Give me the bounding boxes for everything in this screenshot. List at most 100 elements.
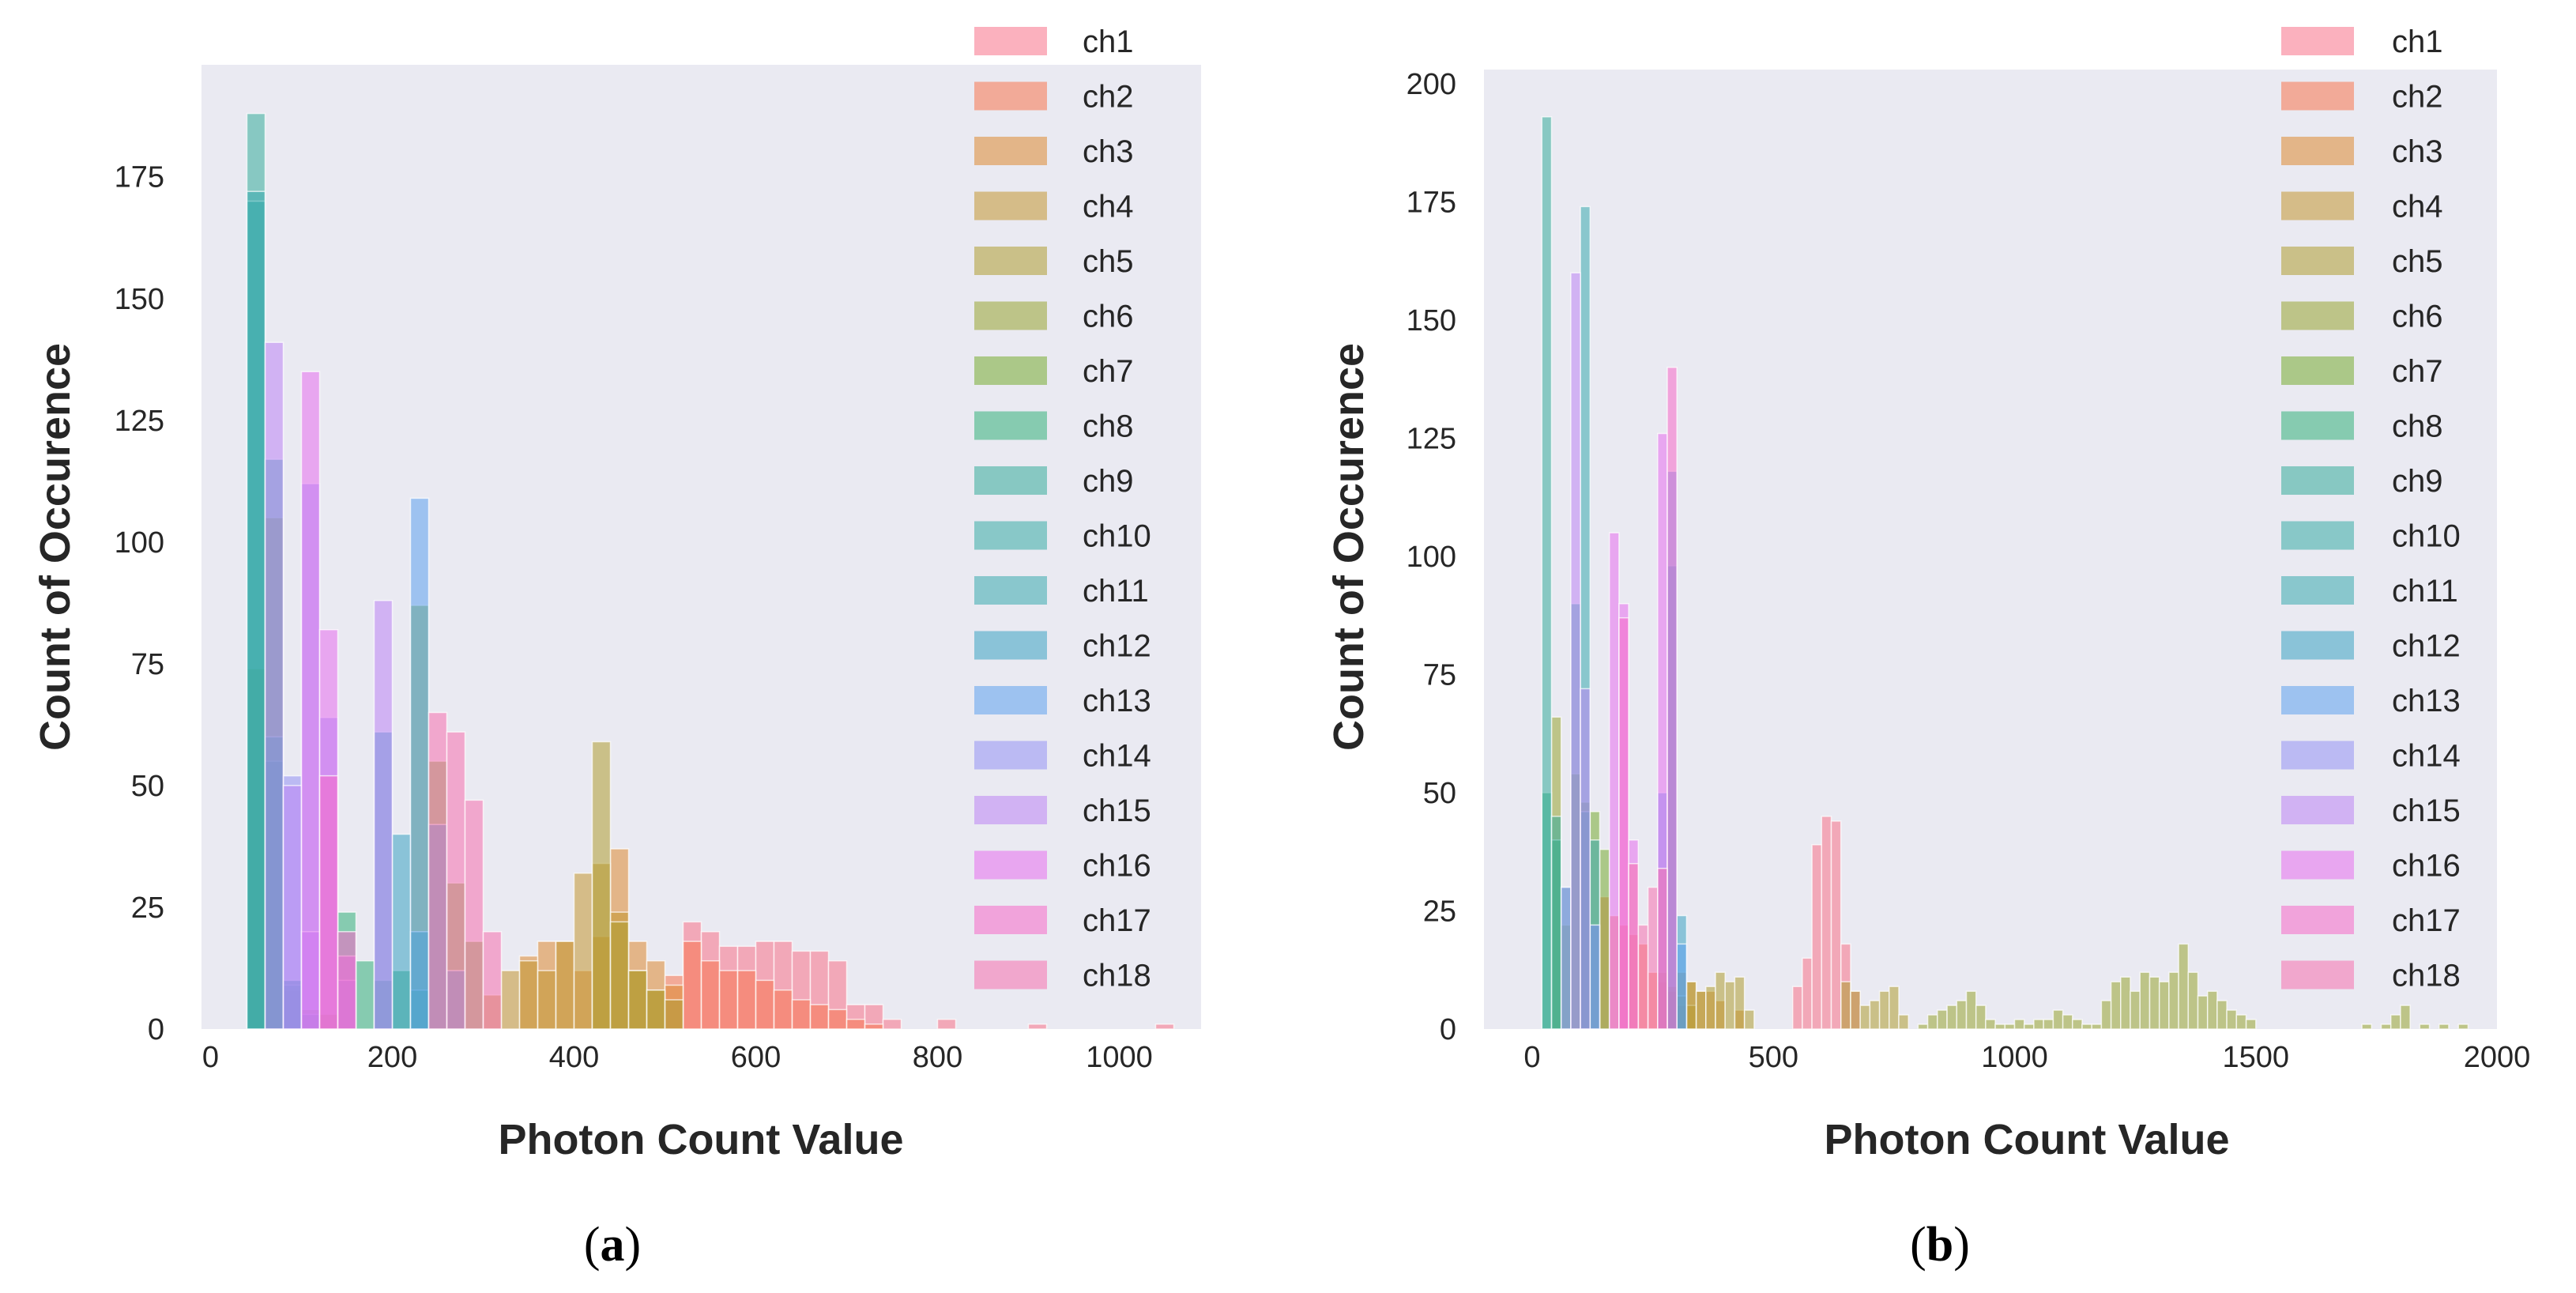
y-tick-label: 0	[148, 1013, 164, 1046]
bar-ch1-12	[936, 1018, 957, 1030]
bar-ch12-1	[391, 833, 412, 1030]
bar-ch5-13	[1898, 1014, 1909, 1030]
chart-panel-a: 0 200 400 600 800 1000 0 25 50 75 100 125 150 175 Ph…	[32, 25, 1201, 1272]
bar-ch6-39	[2390, 1014, 2401, 1030]
legend-label-ch2: ch2	[1083, 80, 1134, 115]
y-tick-label: 0	[1440, 1013, 1456, 1046]
bar-ch6-23	[2120, 976, 2131, 1030]
bar-ch4-1	[500, 970, 521, 1030]
bar-ch14-0	[1560, 886, 1572, 1030]
bar-ch5-3	[646, 989, 666, 1030]
y-tick-label: 50	[1423, 777, 1456, 810]
bar-ch13-2	[1676, 943, 1688, 1030]
bar-ch15-1	[1580, 688, 1591, 1030]
legend-label-ch11: ch11	[1083, 574, 1149, 609]
bar-ch6-38	[2380, 1023, 2392, 1030]
bar-ch6-17	[2062, 1014, 2073, 1030]
bar-ch17-1	[1666, 367, 1678, 1030]
legend-label-ch17: ch17	[1083, 903, 1151, 938]
x-tick-label: 0	[1523, 1041, 1540, 1074]
legend-label-ch10: ch10	[1083, 519, 1151, 554]
y-tick-label: 175	[1407, 186, 1456, 219]
legend-label-ch18: ch18	[2392, 959, 2461, 993]
legend-swatch-ch7	[2281, 356, 2354, 385]
legend-label-ch10: ch10	[2392, 519, 2461, 554]
bar-ch18-3	[482, 931, 503, 1030]
bar-ch6-41	[2419, 1023, 2431, 1030]
bar-ch5-0	[1685, 981, 1697, 1030]
bar-ch6-37	[2361, 1023, 2373, 1030]
bar-ch6-25	[2139, 971, 2151, 1030]
bar-ch6-34	[2226, 1009, 2238, 1030]
legend-label-ch17: ch17	[2392, 903, 2461, 938]
bar-ch18-0	[427, 711, 448, 1030]
y-tick-label: 200	[1407, 68, 1456, 101]
legend-label-ch16: ch16	[1083, 849, 1151, 884]
x-tick-label: 1000	[1981, 1041, 2048, 1074]
legend-label-ch7: ch7	[1083, 354, 1134, 389]
legend-swatch-ch4	[974, 191, 1047, 221]
legend-label-ch11: ch11	[2392, 574, 2458, 609]
bar-ch2-7	[791, 999, 812, 1030]
legend-swatch-ch5	[974, 247, 1047, 275]
caption-a: (a)	[584, 1218, 641, 1272]
legend-swatch-ch8	[2281, 411, 2354, 440]
legend-swatch-ch10	[2281, 521, 2354, 550]
legend-swatch-ch6	[2281, 301, 2354, 330]
bar-ch6-26	[2149, 976, 2160, 1030]
x-tick-label: 2000	[2464, 1041, 2531, 1074]
bar-ch6-42	[2438, 1023, 2450, 1030]
bar-ch11-0	[246, 190, 266, 1030]
y-axis-ticks-b: 0 25 50 75 100 125 150 175 200	[1407, 68, 1456, 1046]
legend-label-ch12: ch12	[2392, 629, 2461, 664]
legend-swatch-ch8	[974, 411, 1047, 440]
bar-ch18-3	[1657, 867, 1668, 1030]
bar-ch5-11	[1878, 990, 1890, 1030]
x-tick-label: 1500	[2223, 1041, 2290, 1074]
legend-label-ch6: ch6	[2392, 300, 2443, 334]
bar-ch4-2	[518, 959, 539, 1030]
x-tick-label: 600	[731, 1041, 781, 1074]
y-tick-label: 150	[115, 283, 164, 316]
legend-swatch-ch2	[2281, 81, 2354, 111]
y-tick-label: 25	[1423, 895, 1456, 929]
legend-swatch-ch16	[2281, 850, 2354, 880]
legend-label-ch15: ch15	[1083, 794, 1151, 828]
bar-ch8-1	[355, 959, 375, 1030]
legend-label-ch4: ch4	[2392, 190, 2443, 224]
legend-label-ch9: ch9	[1083, 464, 1134, 499]
legend-swatch-ch7	[974, 356, 1047, 385]
bar-ch6-13	[2023, 1023, 2035, 1030]
bar-ch9-0	[1541, 116, 1553, 1030]
bar-ch18-1	[1637, 924, 1649, 1030]
x-axis-ticks-a: 0 200 400 600 800 1000	[202, 1041, 1153, 1074]
bar-ch6-6	[1956, 1000, 1968, 1030]
legend-swatch-ch12	[2281, 631, 2354, 660]
bar-ch1-1	[1802, 957, 1813, 1030]
legend-label-ch7: ch7	[2392, 354, 2443, 389]
bar-ch6-10	[1994, 1023, 2006, 1030]
legend-swatch-ch1	[2281, 27, 2354, 55]
legend-swatch-ch18	[974, 960, 1047, 990]
bar-ch5-6	[1743, 1009, 1755, 1030]
y-tick-label: 75	[1423, 659, 1456, 692]
bar-ch6-36	[2245, 1019, 2257, 1030]
bar-ch2-5	[755, 979, 775, 1030]
legend-label-ch6: ch6	[1083, 300, 1134, 334]
x-tick-label: 400	[549, 1041, 599, 1074]
bar-ch5-2	[1705, 986, 1716, 1030]
legend-a: ch1 ch2 ch3 ch4 ch5 ch6 ch7 ch8 ch9 ch10 ch11 ch12 c…	[974, 25, 1151, 993]
legend-label-ch12: ch12	[1083, 629, 1151, 664]
bar-ch17-1	[337, 931, 357, 1030]
bar-ch18-1	[446, 731, 466, 1030]
caption-a-letter: a	[601, 1218, 625, 1272]
y-tick-label: 175	[115, 161, 164, 194]
bar-ch5-7	[1840, 981, 1851, 1030]
y-tick-label: 125	[1407, 423, 1456, 456]
bar-ch1-11	[882, 1018, 902, 1030]
bar-ch13-0	[409, 497, 430, 1030]
legend-swatch-ch9	[2281, 466, 2354, 495]
bar-ch16-0	[1608, 532, 1620, 1030]
legend-swatch-ch14	[2281, 741, 2354, 770]
bar-ch5-9	[1859, 1005, 1871, 1030]
